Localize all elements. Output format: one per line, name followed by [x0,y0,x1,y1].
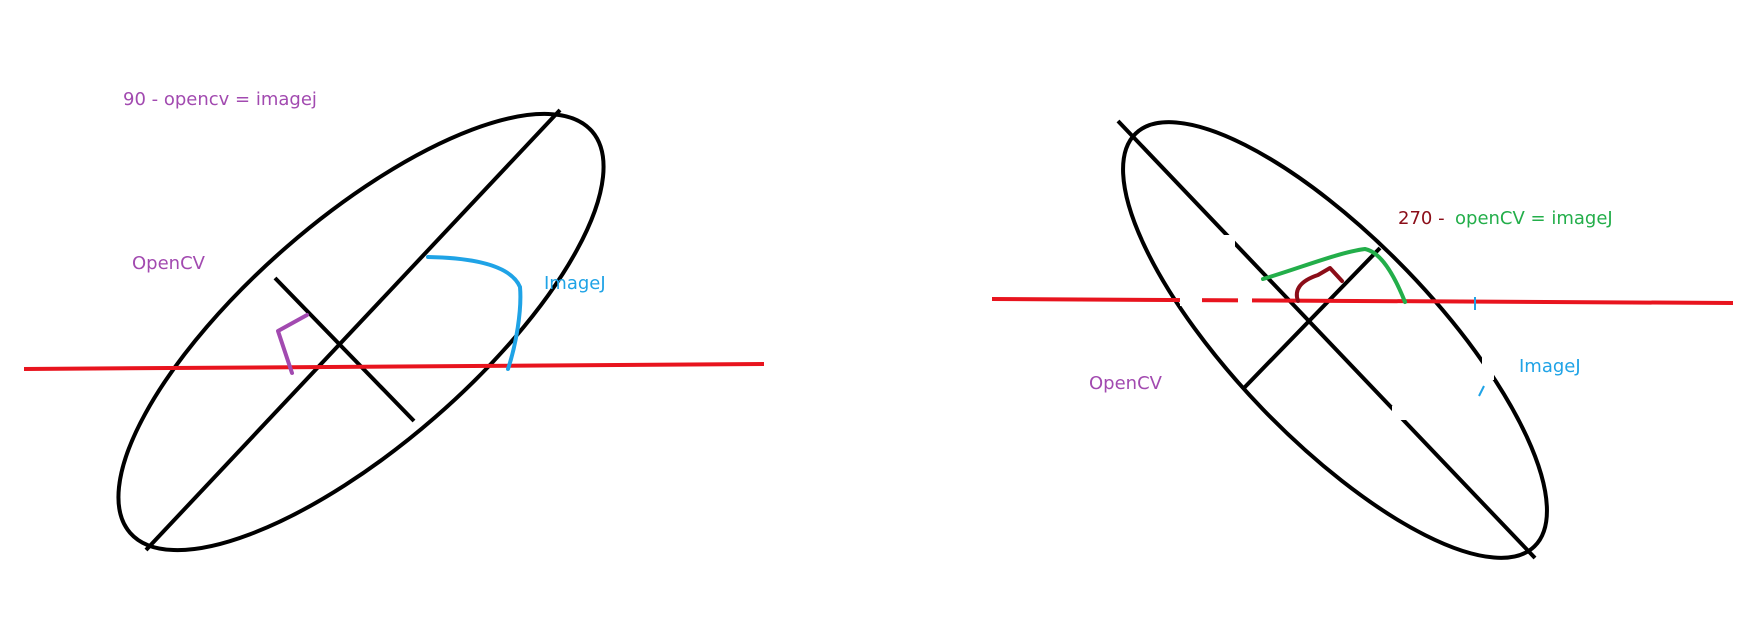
left-major-axis [144,108,562,552]
right-minor-axis [1241,246,1382,391]
eraser-mark-3 [1253,318,1279,336]
left-opencv-angle-arc [276,313,309,375]
right-opencv-label: OpenCV [1089,373,1162,394]
left-reference-line [23,362,765,371]
left-panel [23,108,765,553]
left-formula-label: 90 - opencv = imagej [123,89,317,110]
eraser-mark-2 [1238,293,1252,307]
right-ellipse [1121,120,1549,560]
right-reference-line [991,297,1734,305]
left-minor-axis [273,276,416,423]
left-imagej-label: ImageJ [544,273,606,294]
eraser-mark-1 [1180,290,1202,306]
right-major-axis [1116,119,1537,560]
eraser-mark-6 [1482,350,1494,380]
right-formula-number: 270 - [1398,208,1445,229]
right-imagej-label: ImageJ [1519,356,1581,377]
eraser-mark-5 [1392,406,1406,420]
right-formula-rest: openCV = imageJ [1455,208,1613,229]
right-green-angle-arc [1261,246,1407,304]
right-panel [991,100,1734,560]
left-opencv-label: OpenCV [132,253,205,274]
right-darkred-angle-arc [1294,266,1344,303]
right-ellipse-top-clip [1105,100,1225,115]
right-imagej-tick-bottom [1478,385,1485,397]
eraser-mark-4 [1219,235,1235,248]
left-ellipse [116,111,606,553]
left-imagej-angle-arc [426,255,523,371]
